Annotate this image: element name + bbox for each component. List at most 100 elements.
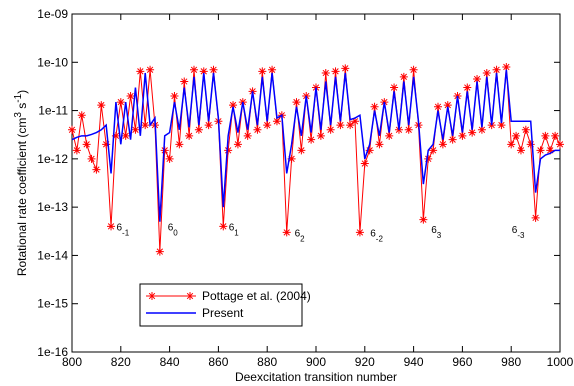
data-point (87, 154, 96, 163)
data-point (321, 68, 330, 77)
data-point (121, 131, 130, 140)
annotation: 62 (295, 228, 306, 243)
data-point (434, 102, 442, 111)
data-point (341, 64, 350, 73)
data-point (399, 72, 408, 81)
data-point (77, 111, 86, 120)
data-point (229, 101, 238, 110)
data-point (287, 154, 296, 163)
data-point (282, 228, 291, 237)
data-point (492, 65, 501, 74)
annotation: 6-3 (512, 225, 525, 240)
y-tick-label: 1e-14 (37, 248, 68, 262)
y-tick-label: 1e-13 (37, 200, 68, 214)
data-point (258, 67, 267, 76)
data-point (541, 131, 550, 140)
x-axis-label: Deexcitation transition number (235, 370, 397, 384)
data-point (68, 125, 76, 134)
data-point (175, 140, 184, 149)
data-point (185, 131, 194, 140)
y-axis-label-part: -1 (13, 93, 24, 102)
data-point (141, 121, 150, 130)
annotation: 6-2 (370, 228, 383, 243)
y-tick-label: 1e-10 (37, 55, 68, 69)
y-tick-label: 1e-16 (37, 345, 68, 359)
data-point (155, 247, 164, 256)
annotation-sub: -2 (376, 234, 384, 243)
x-tick-label: 960 (452, 355, 472, 369)
data-point (536, 146, 545, 155)
annotation-text: 6 (168, 222, 174, 233)
annotation-sub: 3 (437, 231, 442, 240)
y-tick-label: 1e-11 (38, 104, 68, 118)
annotation-text: 6 (431, 225, 437, 236)
data-point (556, 140, 564, 149)
data-point (443, 101, 452, 110)
data-point (351, 117, 360, 126)
annotation: 60 (168, 222, 179, 237)
annotation: 61 (229, 222, 240, 237)
x-tick-label: 940 (404, 355, 424, 369)
data-point (512, 131, 521, 140)
x-tick-label: 900 (306, 355, 326, 369)
data-point (136, 67, 145, 76)
data-point (390, 83, 399, 92)
y-axis-label-part: ) (15, 90, 29, 94)
data-point (180, 77, 189, 86)
annotation-text: 6 (116, 222, 122, 233)
data-point (424, 154, 433, 163)
data-point (116, 98, 125, 107)
x-tick-label: 880 (257, 355, 277, 369)
annotation-sub: -3 (517, 231, 525, 240)
legend-marker (148, 292, 156, 300)
data-point (346, 121, 355, 130)
x-tick-label: 820 (111, 355, 131, 369)
y-axis-label-part: 3 (13, 112, 24, 118)
legend-label: Pottage et al. (2004) (202, 289, 311, 303)
data-point (458, 131, 467, 140)
data-point (375, 140, 384, 149)
data-point (82, 140, 91, 149)
data-point (194, 125, 203, 134)
data-point (263, 121, 272, 130)
annotation-sub: 2 (300, 234, 305, 243)
x-tick-label: 980 (501, 355, 521, 369)
data-point (546, 146, 555, 155)
data-point (160, 146, 169, 155)
data-point (243, 131, 252, 140)
data-point (224, 146, 233, 155)
data-point (72, 146, 81, 155)
data-point (521, 125, 530, 134)
data-point (307, 135, 316, 144)
x-tick-label: 1000 (547, 355, 574, 369)
data-point (190, 65, 198, 74)
data-point (429, 146, 438, 155)
y-axis-label-part: s (15, 103, 29, 112)
data-point (516, 146, 525, 155)
annotation-sub: 0 (173, 228, 178, 237)
data-point (463, 83, 472, 92)
data-point (385, 131, 394, 140)
data-point (204, 121, 213, 130)
data-point (233, 140, 242, 149)
data-point (477, 125, 486, 134)
x-tick-label: 860 (208, 355, 228, 369)
legend-box (139, 283, 303, 327)
data-point (360, 159, 369, 168)
data-point (292, 98, 301, 107)
data-point (502, 62, 511, 71)
data-point (365, 146, 374, 155)
annotation-text: 6 (229, 222, 235, 233)
data-point (526, 140, 535, 149)
data-point (253, 125, 262, 134)
data-point (111, 131, 120, 140)
data-point (199, 67, 208, 76)
x-tick-label: 800 (62, 355, 82, 369)
x-tick-label: 840 (160, 355, 180, 369)
annotation: 63 (431, 225, 442, 240)
data-point (370, 102, 379, 111)
data-point (531, 213, 540, 222)
data-point (409, 65, 418, 74)
data-point (438, 140, 447, 149)
